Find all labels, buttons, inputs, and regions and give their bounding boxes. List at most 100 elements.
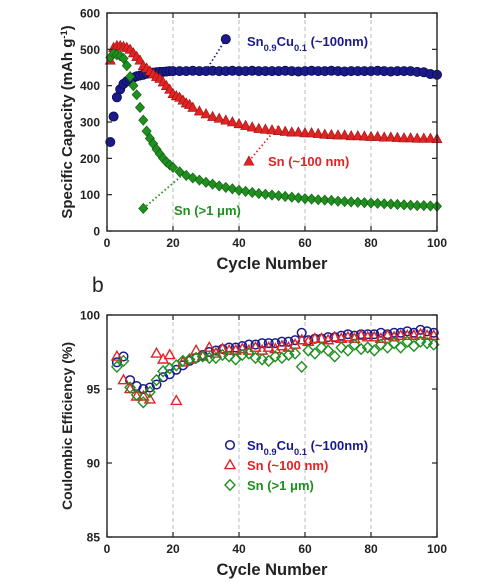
data-point: [131, 89, 142, 101]
series-3: [105, 48, 443, 212]
data-point: [332, 195, 344, 207]
data-point: [365, 197, 377, 209]
legend-label: Sn0.9Cu0.1 (~100nm): [247, 438, 368, 457]
data-point: [313, 194, 324, 206]
data-point: [216, 348, 229, 362]
data-point: [176, 354, 189, 368]
data-point: [401, 329, 414, 341]
data-point: [259, 123, 271, 134]
y-tick-label: 400: [80, 79, 100, 93]
y-axis-label: Specific Capacity (mAh g-1): [59, 25, 76, 218]
annotation-symbol: [243, 155, 255, 166]
x-axis-label: Cycle Number: [217, 255, 329, 273]
data-point: [292, 126, 304, 137]
annotation-3: Sn (>1 μm): [138, 173, 241, 218]
series-1: [111, 324, 439, 395]
data-point: [110, 349, 124, 361]
data-point: [295, 333, 308, 345]
x-tick-label: 0: [104, 236, 111, 250]
data-point: [242, 347, 255, 360]
data-point: [163, 348, 176, 360]
data-point: [421, 336, 434, 350]
panel-a-chart: 0 20 40 60 80 100 0 100 200 300 400 500 600 Cycle Num…: [59, 7, 447, 274]
data-point: [411, 132, 423, 143]
annotation-label: Sn (>1 μm): [174, 203, 241, 218]
annotation-symbol: [138, 202, 149, 215]
annotation-symbol: [220, 34, 231, 45]
x-axis-label: Cycle Number: [217, 561, 329, 579]
y-tick-label: 100: [80, 188, 100, 202]
data-point: [118, 52, 129, 64]
data-point: [130, 388, 143, 402]
leader-line: [142, 173, 184, 210]
data-point: [398, 199, 410, 211]
data-point: [226, 116, 238, 127]
y-tick-label: 100: [80, 309, 100, 323]
x-tick-label: 40: [232, 236, 246, 250]
data-point: [110, 360, 123, 374]
legend: Sn0.9Cu0.1 (~100nm)Sn (~100 nm) Sn (>1 μm…: [223, 438, 368, 493]
x-tick-label: 20: [166, 542, 180, 556]
data-point: [378, 131, 390, 142]
data-point: [240, 119, 252, 130]
data-point: [325, 128, 337, 140]
data-point: [395, 327, 406, 338]
data-point: [196, 349, 209, 361]
data-point: [319, 128, 331, 139]
data-point: [280, 190, 291, 203]
data-point: [335, 341, 348, 354]
data-point: [249, 340, 262, 352]
legend-label: Sn (>1 μm): [247, 478, 314, 493]
data-point: [308, 347, 321, 360]
data-point: [359, 197, 370, 209]
data-point: [216, 342, 229, 354]
data-point: [355, 342, 368, 356]
panel-label: b: [92, 274, 104, 297]
data-point: [143, 392, 157, 404]
data-point: [276, 336, 287, 347]
data-point: [170, 394, 183, 406]
data-point: [183, 353, 196, 366]
data-point: [256, 353, 269, 366]
y-tick-label: 85: [87, 531, 101, 545]
data-point: [253, 122, 265, 133]
data-point: [233, 117, 245, 129]
y-tick-label: 95: [87, 383, 101, 397]
series-2: [110, 327, 440, 406]
data-point: [302, 344, 315, 357]
data-point: [121, 60, 132, 72]
data-point: [270, 338, 281, 349]
data-point: [207, 110, 219, 121]
data-point: [361, 341, 374, 354]
data-point: [262, 340, 275, 352]
leader-line: [205, 38, 227, 71]
data-point: [240, 185, 251, 197]
data-point: [428, 327, 439, 338]
data-point: [150, 373, 163, 387]
y-tick-label: 90: [87, 457, 101, 471]
data-point: [117, 354, 130, 368]
data-point: [385, 198, 396, 210]
data-point: [358, 130, 370, 141]
data-point: [312, 127, 324, 138]
x-tick-label: 40: [232, 542, 246, 556]
y-tick-label: 300: [80, 116, 100, 130]
y-tick-label: 0: [93, 225, 100, 239]
data-point: [308, 332, 322, 343]
annotation-1: Sn0.9Cu0.1 (~100nm): [205, 34, 368, 71]
data-point: [306, 127, 318, 138]
x-tick-label: 0: [104, 542, 111, 556]
x-tick-label: 100: [427, 236, 447, 250]
data-point: [299, 127, 311, 138]
data-point: [246, 121, 258, 132]
legend-symbol: [223, 458, 237, 470]
data-point: [213, 112, 225, 123]
data-point: [381, 329, 394, 341]
data-point: [388, 336, 401, 350]
y-tick-label: 500: [80, 43, 100, 57]
data-point: [236, 348, 249, 362]
data-point: [236, 342, 249, 354]
data-point: [220, 181, 231, 193]
x-tick-label: 80: [364, 236, 378, 250]
data-point: [105, 136, 116, 147]
